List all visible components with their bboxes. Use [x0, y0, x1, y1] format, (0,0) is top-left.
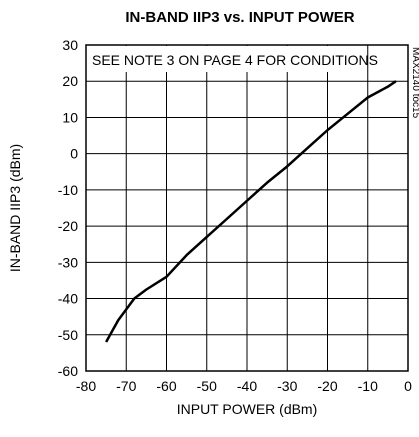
x-tick-label: 0: [404, 378, 412, 394]
y-tick-label: 20: [62, 73, 78, 89]
y-tick-label: 0: [70, 146, 78, 162]
side-label: MAX2140 toc15: [410, 47, 419, 119]
x-tick-label: -70: [116, 378, 136, 394]
line-series: [105, 80, 397, 343]
y-tick-label: -60: [58, 363, 78, 379]
x-axis-label: INPUT POWER (dBm): [177, 401, 318, 417]
y-tick-label: -20: [58, 218, 78, 234]
x-tick-label: -30: [277, 378, 297, 394]
x-tick-label: -10: [358, 378, 378, 394]
plot-frame: [85, 44, 409, 372]
x-tick-label: -50: [197, 378, 217, 394]
chart-title: IN-BAND IIP3 vs. INPUT POWER: [125, 9, 354, 26]
x-tick-label: -20: [317, 378, 337, 394]
annotation: SEE NOTE 3 ON PAGE 4 FOR CONDITIONS: [92, 52, 378, 68]
x-tick-label: -40: [237, 378, 257, 394]
y-tick-label: -40: [58, 291, 78, 307]
y-tick-label: -10: [58, 182, 78, 198]
x-tick-label: -60: [156, 378, 176, 394]
y-tick-label: -30: [58, 254, 78, 270]
annotation-box: [87, 46, 367, 72]
x-tick-label: -80: [76, 378, 96, 394]
y-tick-label: 10: [62, 109, 78, 125]
y-axis-label: IN-BAND IIP3 (dBm): [7, 144, 23, 272]
y-tick-label: -50: [58, 327, 78, 343]
y-tick-label: 30: [62, 37, 78, 53]
